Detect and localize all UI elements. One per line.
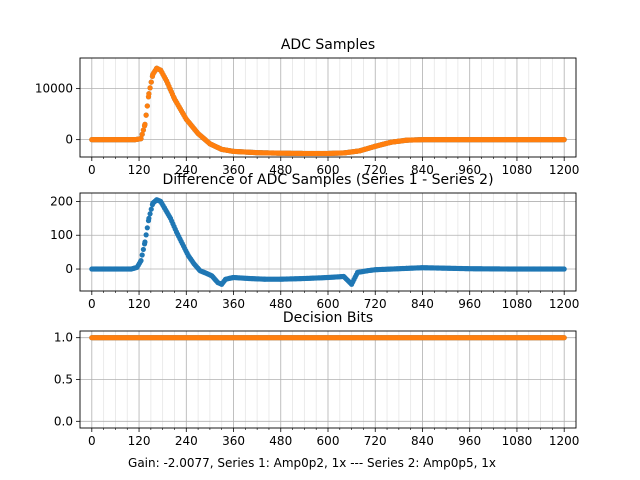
x-tick-label: 1080 xyxy=(502,163,533,177)
data-point xyxy=(146,215,152,221)
data-point xyxy=(144,103,150,109)
x-tick-label: 480 xyxy=(269,163,292,177)
y-tick-label: 0 xyxy=(65,262,73,276)
data-point xyxy=(139,131,145,137)
x-tick-label: 1200 xyxy=(549,163,580,177)
chart-title: Decision Bits xyxy=(283,310,373,326)
x-tick-label: 360 xyxy=(222,297,245,311)
x-tick-label: 1080 xyxy=(502,434,533,448)
data-point xyxy=(139,252,145,258)
x-tick-label: 240 xyxy=(175,434,198,448)
x-tick-label: 0 xyxy=(88,297,96,311)
y-tick-label: 0.0 xyxy=(54,414,73,428)
data-point xyxy=(143,232,149,238)
x-tick-label: 480 xyxy=(269,297,292,311)
data-point xyxy=(143,112,149,118)
chart-title: Difference of ADC Samples (Series 1 - Se… xyxy=(162,172,493,188)
x-tick-label: 240 xyxy=(175,163,198,177)
data-point xyxy=(146,91,152,97)
y-tick-label: 0 xyxy=(65,133,73,147)
data-point xyxy=(144,225,150,231)
x-tick-label: 240 xyxy=(175,297,198,311)
data-point xyxy=(561,266,567,272)
data-point xyxy=(140,246,146,253)
x-tick-label: 120 xyxy=(128,297,151,311)
x-tick-label: 960 xyxy=(458,297,481,311)
x-tick-label: 840 xyxy=(411,434,434,448)
x-tick-label: 480 xyxy=(269,434,292,448)
panel-decision-bits: 0 120 240 360 480 600 720 840 960 1080 1200 0.0 0.5 1… xyxy=(54,310,580,448)
data-point xyxy=(147,85,153,91)
x-tick-label: 720 xyxy=(364,434,387,448)
data-point xyxy=(142,239,148,245)
data-point xyxy=(561,137,567,143)
x-tick-label: 600 xyxy=(317,163,340,177)
x-tick-label: 0 xyxy=(88,163,96,177)
x-tick-label: 600 xyxy=(317,434,340,448)
data-point xyxy=(138,257,144,264)
y-tick-label: 100 xyxy=(50,228,73,242)
grid xyxy=(80,331,576,430)
data-point xyxy=(147,211,153,217)
x-tick-label: 360 xyxy=(222,163,245,177)
x-tick-label: 360 xyxy=(222,434,245,448)
y-tick-label: 200 xyxy=(50,194,73,208)
y-tick-label: 10000 xyxy=(35,82,73,96)
x-tick-label: 120 xyxy=(128,163,151,177)
data-point xyxy=(148,79,154,85)
x-tick-label: 960 xyxy=(458,163,481,177)
data-point xyxy=(142,121,148,127)
series-series2 xyxy=(89,65,567,157)
series-series2 xyxy=(89,335,567,341)
x-tick-label: 840 xyxy=(411,163,434,177)
panel-adc-samples: 0 120 240 360 480 600 720 840 960 1080 1200 0 10000 A… xyxy=(35,37,580,177)
x-tick-label: 960 xyxy=(458,434,481,448)
data-point xyxy=(140,127,146,133)
chart-title: ADC Samples xyxy=(281,37,375,53)
data-point xyxy=(148,206,154,212)
x-tick-label: 1080 xyxy=(502,297,533,311)
figure-caption: Gain: -2.0077, Series 1: Amp0p2, 1x --- … xyxy=(128,456,496,470)
x-tick-label: 840 xyxy=(411,297,434,311)
y-tick-label: 1.0 xyxy=(54,331,73,345)
x-tick-label: 600 xyxy=(317,297,340,311)
x-tick-label: 0 xyxy=(88,434,96,448)
panel-difference: 0 120 240 360 480 600 720 840 960 1080 1200 0 100 200… xyxy=(50,172,579,311)
x-tick-label: 720 xyxy=(364,297,387,311)
series-series1 xyxy=(89,197,567,287)
x-tick-label: 1200 xyxy=(549,434,580,448)
x-tick-label: 720 xyxy=(364,163,387,177)
y-tick-label: 0.5 xyxy=(54,373,73,387)
x-tick-label: 1200 xyxy=(549,297,580,311)
data-point xyxy=(138,136,144,142)
grid xyxy=(80,193,576,293)
data-point xyxy=(561,335,567,341)
x-tick-label: 120 xyxy=(128,434,151,448)
